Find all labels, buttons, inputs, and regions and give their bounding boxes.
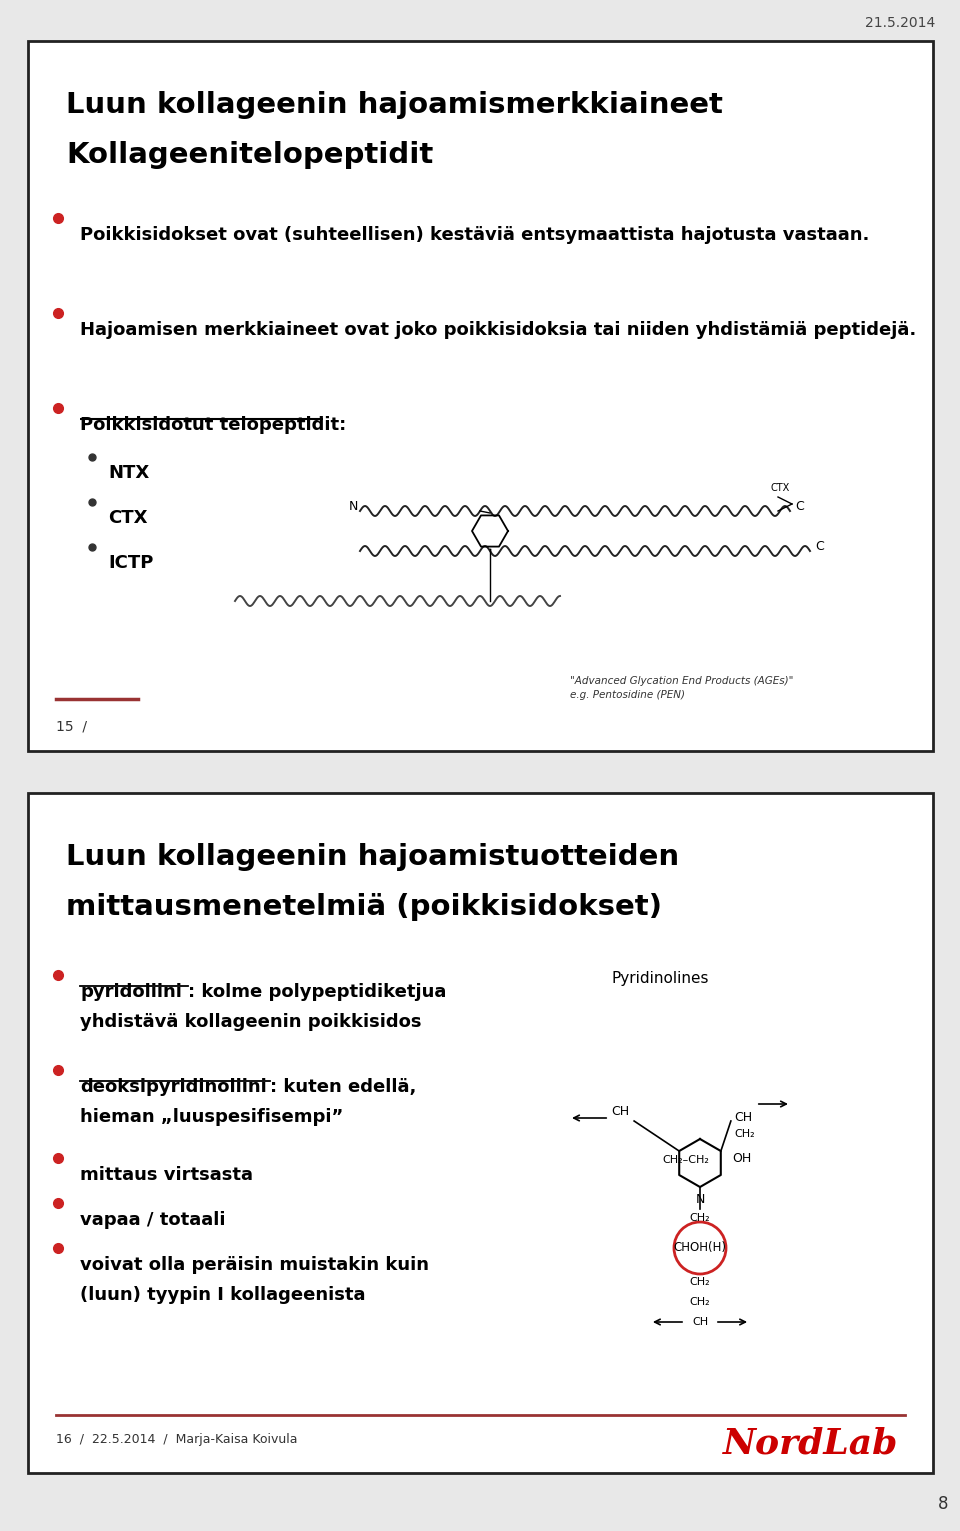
Text: CH₂: CH₂ bbox=[733, 1128, 755, 1139]
Text: CH₂: CH₂ bbox=[689, 1213, 710, 1223]
Text: CTX: CTX bbox=[108, 508, 148, 527]
Text: Poikkisidokset ovat (suhteellisen) kestäviä entsymaattista hajotusta vastaan.: Poikkisidokset ovat (suhteellisen) kestä… bbox=[80, 227, 870, 243]
Text: : kuten edellä,: : kuten edellä, bbox=[270, 1078, 417, 1096]
Bar bbox=[28, 793, 933, 1473]
Text: mittausmenetelmiä (poikkisidokset): mittausmenetelmiä (poikkisidokset) bbox=[66, 893, 662, 922]
Text: deoksipyridinoliini: deoksipyridinoliini bbox=[80, 1078, 267, 1096]
Text: NTX: NTX bbox=[108, 464, 149, 482]
Text: CTX: CTX bbox=[770, 482, 790, 493]
Text: pyridoliini: pyridoliini bbox=[80, 983, 181, 1001]
Text: CH: CH bbox=[692, 1317, 708, 1327]
Text: "Advanced Glycation End Products (AGEs)"
e.g. Pentosidine (PEN): "Advanced Glycation End Products (AGEs)"… bbox=[570, 677, 793, 700]
Text: Poikkisidotut telopeptidit:: Poikkisidotut telopeptidit: bbox=[80, 416, 347, 433]
Text: (luun) tyypin I kollageenista: (luun) tyypin I kollageenista bbox=[80, 1286, 366, 1304]
Text: CH₂: CH₂ bbox=[689, 1277, 710, 1288]
Text: hieman „luuspesifisempi”: hieman „luuspesifisempi” bbox=[80, 1108, 344, 1125]
Text: CH: CH bbox=[611, 1105, 629, 1118]
Text: Kollageenitelopeptidit: Kollageenitelopeptidit bbox=[66, 141, 433, 168]
Text: C: C bbox=[815, 540, 824, 554]
Text: C: C bbox=[795, 501, 804, 513]
Text: CH: CH bbox=[733, 1112, 752, 1124]
Text: OH: OH bbox=[732, 1153, 752, 1165]
Text: 21.5.2014: 21.5.2014 bbox=[865, 15, 935, 31]
Text: CH₂: CH₂ bbox=[689, 1297, 710, 1307]
Text: 8: 8 bbox=[938, 1494, 948, 1513]
Text: yhdistävä kollageenin poikkisidos: yhdistävä kollageenin poikkisidos bbox=[80, 1014, 421, 1030]
Text: ICTP: ICTP bbox=[108, 554, 154, 573]
Text: N: N bbox=[695, 1193, 705, 1206]
Text: Pyridinolines: Pyridinolines bbox=[612, 971, 708, 986]
Text: 16  /  22.5.2014  /  Marja-Kaisa Koivula: 16 / 22.5.2014 / Marja-Kaisa Koivula bbox=[56, 1433, 298, 1445]
Text: Hajoamisen merkkiaineet ovat joko poikkisidoksia tai niiden yhdistämiä peptidejä: Hajoamisen merkkiaineet ovat joko poikki… bbox=[80, 322, 916, 338]
Text: 15  /: 15 / bbox=[56, 720, 87, 733]
Text: vapaa / totaali: vapaa / totaali bbox=[80, 1211, 226, 1229]
Text: CHOH(H): CHOH(H) bbox=[674, 1242, 727, 1254]
Text: N: N bbox=[348, 501, 358, 513]
Text: CH₂–CH₂: CH₂–CH₂ bbox=[662, 1154, 709, 1165]
Bar bbox=[28, 41, 933, 752]
Text: Luun kollageenin hajoamistuotteiden: Luun kollageenin hajoamistuotteiden bbox=[66, 844, 679, 871]
Text: voivat olla peräisin muistakin kuin: voivat olla peräisin muistakin kuin bbox=[80, 1255, 429, 1274]
Text: NordLab: NordLab bbox=[723, 1427, 898, 1461]
Text: mittaus virtsasta: mittaus virtsasta bbox=[80, 1167, 253, 1183]
Text: Luun kollageenin hajoamismerkkiaineet: Luun kollageenin hajoamismerkkiaineet bbox=[66, 90, 723, 119]
Text: : kolme polypeptidiketjua: : kolme polypeptidiketjua bbox=[188, 983, 446, 1001]
